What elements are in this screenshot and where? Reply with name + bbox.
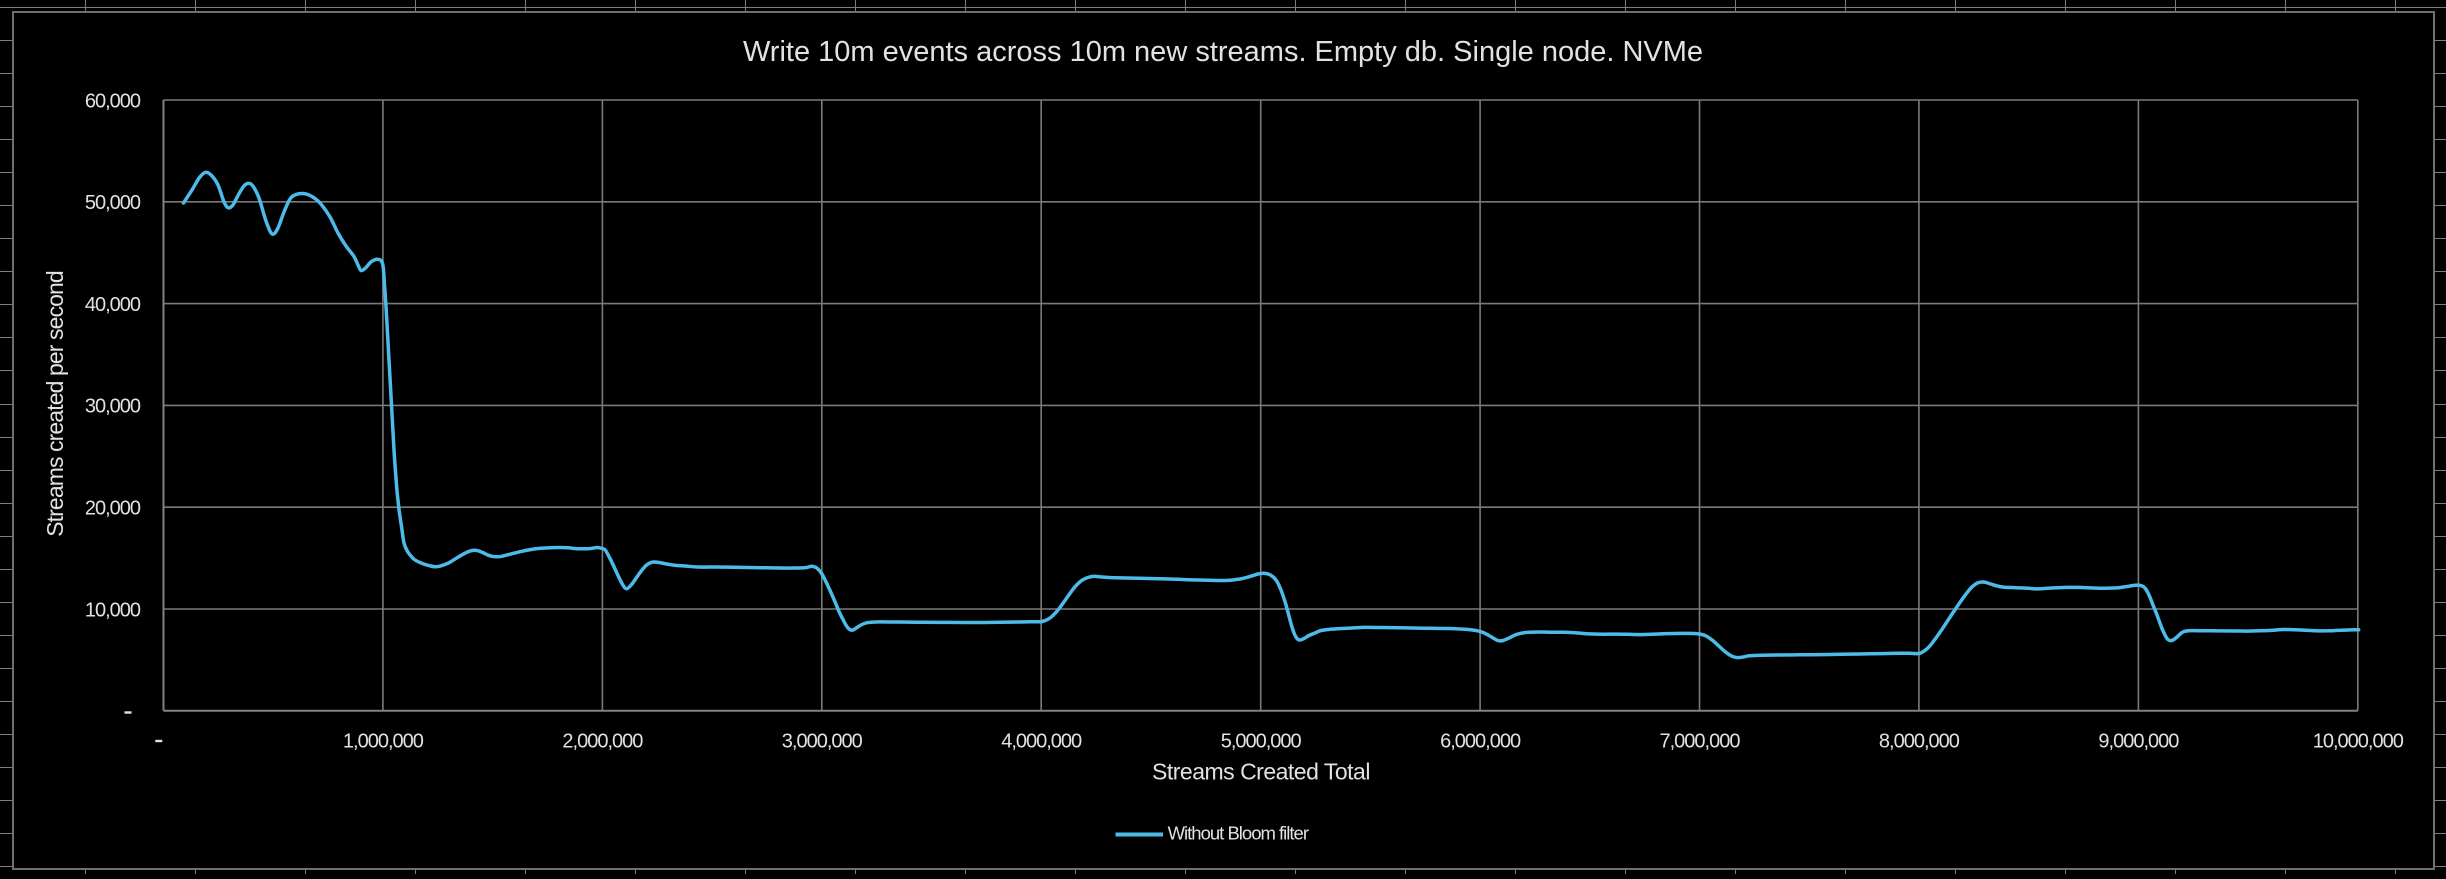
svg-text:3,000,000: 3,000,000: [782, 730, 863, 752]
svg-text:2,000,000: 2,000,000: [562, 730, 643, 752]
svg-text:50,000: 50,000: [85, 192, 141, 214]
svg-text:1,000,000: 1,000,000: [343, 730, 424, 752]
svg-text:9,000,000: 9,000,000: [2098, 730, 2179, 752]
svg-text:8,000,000: 8,000,000: [1879, 730, 1960, 752]
svg-text:5,000,000: 5,000,000: [1221, 730, 1302, 752]
svg-text:Streams Created Total: Streams Created Total: [1152, 759, 1370, 785]
svg-text:Without Bloom filter: Without Bloom filter: [1168, 823, 1309, 844]
svg-text:20,000: 20,000: [85, 498, 141, 520]
svg-text:7,000,000: 7,000,000: [1660, 730, 1741, 752]
svg-text:60,000: 60,000: [85, 90, 141, 112]
svg-text:40,000: 40,000: [85, 294, 141, 316]
svg-text:Streams created per second: Streams created per second: [42, 271, 68, 537]
svg-text:4,000,000: 4,000,000: [1001, 730, 1082, 752]
svg-text:Write 10m events across 10m ne: Write 10m events across 10m new streams.…: [743, 36, 1703, 68]
svg-text:30,000: 30,000: [85, 396, 141, 418]
svg-text:10,000,000: 10,000,000: [2313, 730, 2404, 752]
svg-text:10,000: 10,000: [85, 599, 141, 621]
svg-text:6,000,000: 6,000,000: [1440, 730, 1521, 752]
